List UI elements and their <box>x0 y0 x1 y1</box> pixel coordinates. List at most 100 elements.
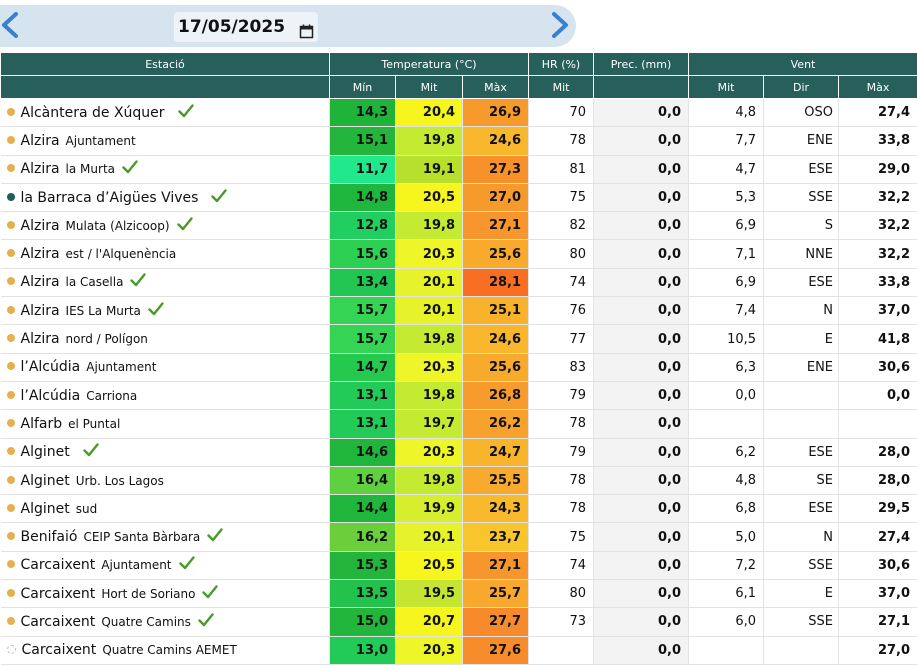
station-subname[interactable]: Urb. Los Lagos <box>75 473 164 488</box>
chevron-left-icon[interactable] <box>0 12 20 38</box>
station-name[interactable]: Alzira <box>20 217 60 234</box>
col-header-temp-max[interactable]: Màx <box>461 75 530 99</box>
station-cell[interactable]: Alginet <box>0 438 330 467</box>
station-subname[interactable]: Mulata (Alzicoop) <box>65 218 170 233</box>
table-row[interactable]: Carcaixent Ajuntament 15,3 20,5 27,1 74 0,0 7,2… <box>0 551 917 581</box>
station-cell[interactable]: Carcaixent Quatre Camins <box>0 607 330 637</box>
station-cell[interactable]: Alzira Mulata (Alzicoop) <box>0 211 330 241</box>
table-row[interactable]: Benifaió CEIP Santa Bàrbara 16,2 20,1 23,7 75… <box>0 522 917 552</box>
station-cell[interactable]: Alzira la Murta <box>0 155 330 184</box>
station-cell[interactable]: l’Alcúdia Ajuntament <box>0 353 330 382</box>
table-row[interactable]: Carcaixent Hort de Soriano 13,5 19,5 25,7 80 0… <box>0 579 917 609</box>
station-name[interactable]: Alginet <box>20 472 70 489</box>
table-row[interactable]: Alginet sud 14,4 19,9 24,3 78 0,0 6,8 ESE 29,5 <box>0 494 917 524</box>
date-input[interactable]: 17/05/2025 <box>174 12 318 42</box>
station-cell[interactable]: Alzira la Casella <box>0 268 330 298</box>
date-navigation-bar: 17/05/2025 <box>0 0 578 48</box>
col-header-temp-mit[interactable]: Mit <box>395 75 463 99</box>
wind-max-cell: 33,8 <box>838 268 917 298</box>
station-subname[interactable]: el Puntal <box>68 416 121 431</box>
table-row[interactable]: Alzira IES La Murta 15,7 20,1 25,1 76 0,0 7,4 N 3… <box>0 296 917 326</box>
station-name[interactable]: Carcaixent <box>21 642 97 659</box>
station-name[interactable]: Benifaió <box>20 529 78 546</box>
station-name[interactable]: Carcaixent <box>20 557 96 574</box>
station-subname[interactable]: est / l'Alquenència <box>65 247 177 262</box>
table-row[interactable]: Alfarb el Puntal 13,1 19,7 26,2 78 0,0 <box>0 409 917 439</box>
table-row[interactable]: la Barraca d’Aigües Vives 14,8 20,5 27,0 75 0… <box>0 183 917 213</box>
table-row[interactable]: Carcaixent Quatre Camins 15,0 20,7 27,7 73 0,0… <box>0 607 917 637</box>
station-name[interactable]: l’Alcúdia <box>20 359 81 376</box>
col-header-estacio[interactable]: Estació <box>0 52 330 76</box>
station-subname[interactable]: la Murta <box>65 162 115 177</box>
station-name[interactable]: Alzira <box>20 161 60 178</box>
station-cell[interactable]: Carcaixent Quatre Camins AEMET <box>0 636 330 665</box>
station-name[interactable]: Alcàntera de Xúquer <box>20 104 165 121</box>
station-subname[interactable]: nord / Polígon <box>65 332 148 347</box>
wind-dir-cell: SSE <box>763 607 840 637</box>
station-name[interactable]: Alzira <box>20 132 60 149</box>
station-cell[interactable]: Alginet sud <box>0 494 330 524</box>
station-subname[interactable]: Ajuntament <box>65 133 136 148</box>
station-subname[interactable]: Quatre Camins AEMET <box>102 643 237 658</box>
station-cell[interactable]: Alzira Ajuntament <box>0 126 330 156</box>
station-subname[interactable]: IES La Murta <box>65 303 141 318</box>
station-subname[interactable]: la Casella <box>65 275 124 290</box>
station-name[interactable]: Alginet <box>20 500 70 517</box>
col-header-temp-min[interactable]: Mín <box>329 75 396 99</box>
table-row[interactable]: Alcàntera de Xúquer 14,3 20,4 26,9 70 0,0 4,8 O… <box>0 98 917 128</box>
station-status-dot <box>6 503 15 512</box>
station-name[interactable]: Carcaixent <box>20 585 96 602</box>
station-cell[interactable]: Alzira est / l'Alquenència <box>0 239 330 269</box>
station-name[interactable]: l’Alcúdia <box>20 387 81 404</box>
station-subname[interactable]: sud <box>75 501 98 516</box>
table-row[interactable]: Alzira Ajuntament 15,1 19,8 24,6 78 0,0 7,7 ENE 3… <box>0 126 917 156</box>
table-row[interactable]: Alzira Mulata (Alzicoop) 12,8 19,8 27,1 82 0,0… <box>0 211 917 241</box>
station-name[interactable]: Alzira <box>20 302 60 319</box>
col-header-vent-mit[interactable]: Mit <box>688 75 765 99</box>
prec-cell: 0,0 <box>593 324 690 354</box>
station-name[interactable]: Alfarb <box>20 415 63 432</box>
station-cell[interactable]: Alginet Urb. Los Lagos <box>0 466 330 496</box>
station-cell[interactable]: la Barraca d’Aigües Vives <box>0 183 330 213</box>
col-header-vent-dir[interactable]: Dir <box>763 75 840 99</box>
station-cell[interactable]: Alzira IES La Murta <box>0 296 330 326</box>
table-row[interactable]: l’Alcúdia Ajuntament 14,7 20,3 25,6 83 0,0 6,3 E… <box>0 353 917 382</box>
station-cell[interactable]: Alfarb el Puntal <box>0 409 330 439</box>
col-header-hr-mit[interactable]: Mit <box>528 75 595 99</box>
prec-cell: 0,0 <box>593 155 690 184</box>
table-row[interactable]: Alzira la Casella 13,4 20,1 28,1 74 0,0 6,9 ESE 3… <box>0 268 917 298</box>
table-row[interactable]: Carcaixent Quatre Camins AEMET 13,0 20,3 27,… <box>0 636 917 665</box>
station-cell[interactable]: Alcàntera de Xúquer <box>0 98 330 128</box>
station-cell[interactable]: Carcaixent Ajuntament <box>0 551 330 581</box>
table-row[interactable]: Alzira la Murta 11,7 19,1 27,3 81 0,0 4,7 ESE 29,… <box>0 155 917 184</box>
station-cell[interactable]: l’Alcúdia Carriona <box>0 381 330 411</box>
station-name[interactable]: Alginet <box>20 444 70 461</box>
station-cell[interactable]: Alzira nord / Polígon <box>0 324 330 354</box>
station-subname[interactable]: Hort de Soriano <box>101 586 196 601</box>
station-subname[interactable]: CEIP Santa Bàrbara <box>83 530 201 545</box>
station-cell[interactable]: Benifaió CEIP Santa Bàrbara <box>0 522 330 552</box>
station-name[interactable]: la Barraca d’Aigües Vives <box>20 189 199 206</box>
table-row[interactable]: Alginet 14,6 20,3 24,7 79 0,0 6,2 ESE 28,0 <box>0 438 917 467</box>
station-subname[interactable]: Quatre Camins <box>101 614 191 629</box>
table-row[interactable]: Alzira nord / Polígon 15,7 19,8 24,6 77 0,0 10,… <box>0 324 917 354</box>
temp-mit-cell: 20,3 <box>395 636 463 665</box>
chevron-right-icon[interactable] <box>550 12 570 38</box>
check-icon <box>83 443 99 461</box>
col-header-vent-max[interactable]: Màx <box>838 75 917 99</box>
station-subname[interactable]: Ajuntament <box>101 558 172 573</box>
station-cell[interactable]: Carcaixent Hort de Soriano <box>0 579 330 609</box>
station-subname[interactable]: Carriona <box>86 388 138 403</box>
table-row[interactable]: l’Alcúdia Carriona 13,1 19,8 26,8 79 0,0 0,0 0,0 <box>0 381 917 411</box>
calendar-icon[interactable] <box>299 19 314 49</box>
station-name[interactable]: Alzira <box>20 274 60 291</box>
wind-max-cell: 32,2 <box>838 239 917 269</box>
station-name[interactable]: Carcaixent <box>20 613 96 630</box>
station-name[interactable]: Alzira <box>20 331 60 348</box>
table-row[interactable]: Alzira est / l'Alquenència 15,6 20,3 25,6 80 0… <box>0 239 917 269</box>
station-subname[interactable]: Ajuntament <box>86 360 157 375</box>
station-status-dot <box>6 277 15 286</box>
wind-max-cell <box>838 409 917 439</box>
table-row[interactable]: Alginet Urb. Los Lagos 16,4 19,8 25,5 78 0,0 4,… <box>0 466 917 496</box>
station-name[interactable]: Alzira <box>20 246 60 263</box>
